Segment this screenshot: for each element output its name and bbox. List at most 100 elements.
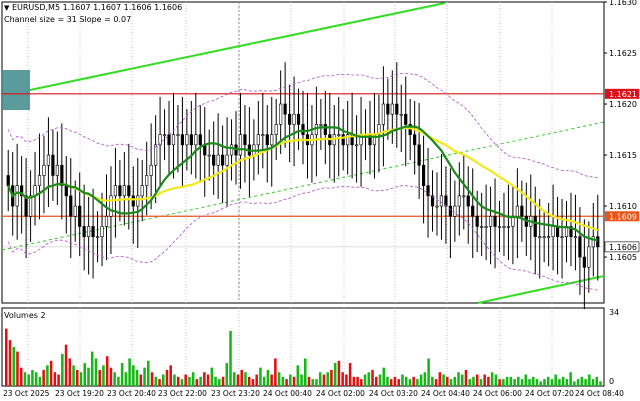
volume-bar bbox=[363, 374, 367, 386]
volume-bar bbox=[240, 369, 243, 386]
volume-bar bbox=[176, 376, 180, 386]
volume-bar bbox=[472, 376, 475, 386]
volume-bar bbox=[360, 379, 363, 386]
candle-body bbox=[354, 144, 359, 147]
candle-body bbox=[225, 154, 229, 166]
candle-body bbox=[515, 205, 519, 217]
candle-body bbox=[180, 134, 185, 146]
volume-bar bbox=[203, 372, 206, 386]
volume-bar bbox=[27, 374, 30, 386]
candle-body bbox=[551, 226, 555, 237]
volume-bar bbox=[90, 351, 94, 386]
time-axis-label: 23 Oct 22:00 bbox=[158, 389, 207, 398]
volume-bar bbox=[34, 372, 38, 386]
volume-bar bbox=[247, 376, 251, 386]
candle-body bbox=[547, 236, 551, 238]
candle-body bbox=[28, 195, 33, 217]
volume-bar bbox=[277, 372, 281, 386]
volume-bar bbox=[449, 379, 453, 386]
time-axis-label: 24 Oct 08:40 bbox=[575, 389, 624, 398]
candle-body bbox=[471, 205, 475, 217]
volume-bar bbox=[229, 330, 232, 386]
candle-body bbox=[55, 164, 59, 176]
volume-bar bbox=[341, 372, 344, 386]
volume-bar bbox=[408, 379, 412, 386]
candle-body bbox=[113, 185, 118, 197]
candle-body bbox=[417, 144, 421, 166]
candle-body bbox=[404, 113, 408, 125]
volume-bar bbox=[12, 347, 16, 386]
volume-bar bbox=[255, 374, 258, 386]
candle-body bbox=[274, 124, 278, 135]
candle-body bbox=[395, 103, 399, 115]
price-tick-label: 1.1615 bbox=[609, 151, 637, 160]
volume-bar bbox=[225, 363, 229, 386]
volume-bar bbox=[139, 374, 143, 386]
candle-body bbox=[421, 164, 426, 186]
candle-body bbox=[466, 195, 470, 207]
volume-bar bbox=[79, 372, 83, 386]
time-axis-label: 24 Oct 07:20 bbox=[525, 389, 574, 398]
candle-body bbox=[171, 134, 176, 146]
candle-body bbox=[158, 134, 162, 146]
candle-body bbox=[346, 134, 350, 146]
candle-body bbox=[87, 226, 91, 237]
volume-bar bbox=[281, 376, 285, 386]
volume-bar bbox=[431, 376, 434, 386]
volume-bar bbox=[479, 379, 483, 386]
candle-body bbox=[212, 154, 216, 166]
candle-body bbox=[194, 134, 198, 146]
volume-bar bbox=[554, 374, 557, 386]
volume-bar bbox=[165, 369, 169, 386]
candle-body bbox=[497, 226, 502, 228]
candle-body bbox=[118, 185, 122, 197]
volume-bar bbox=[389, 379, 393, 386]
candle-body bbox=[238, 134, 243, 156]
time-axis-label: 23 Oct 19:20 bbox=[55, 389, 104, 398]
volume-bar bbox=[419, 374, 423, 386]
candle-body bbox=[462, 195, 466, 198]
candle-body bbox=[6, 175, 10, 186]
moving-average-fast bbox=[7, 125, 598, 242]
candle-body bbox=[480, 226, 484, 228]
candle-body bbox=[162, 134, 167, 136]
candle-body bbox=[390, 103, 394, 115]
candle-body bbox=[582, 256, 586, 268]
price-tick-label: 1.1625 bbox=[609, 49, 637, 58]
volume-bar bbox=[546, 376, 550, 386]
volume-bar bbox=[184, 374, 187, 386]
volume-bar bbox=[38, 376, 42, 386]
volume-bar bbox=[161, 374, 165, 386]
volume-bar bbox=[105, 356, 109, 386]
candle-body bbox=[136, 195, 140, 207]
volume-bar bbox=[120, 363, 124, 386]
volume-bar bbox=[191, 372, 195, 386]
candle-body bbox=[37, 175, 42, 186]
volume-bar bbox=[307, 376, 311, 386]
candle-body bbox=[78, 205, 82, 227]
candle-body bbox=[243, 134, 247, 146]
volume-bar bbox=[180, 379, 184, 386]
volume-tick-label: 34 bbox=[609, 308, 619, 317]
candle-body bbox=[122, 185, 126, 197]
candle-body bbox=[261, 134, 265, 136]
candle-body bbox=[301, 124, 305, 135]
volume-bar bbox=[460, 374, 464, 386]
candle-body bbox=[520, 205, 524, 217]
volume-bar bbox=[378, 374, 382, 386]
volume-bar bbox=[236, 374, 240, 386]
candle-body bbox=[453, 205, 457, 217]
volume-bar bbox=[464, 369, 468, 386]
candle-body bbox=[127, 185, 131, 197]
time-axis-label: 23 Oct 20:40 bbox=[107, 389, 156, 398]
volume-tick-label: 0 bbox=[609, 377, 614, 386]
volume-bar bbox=[520, 379, 524, 386]
price-tick-label: 1.1605 bbox=[609, 253, 637, 262]
price-tick-label: 1.1620 bbox=[609, 100, 637, 109]
grid-lines bbox=[27, 2, 553, 386]
volume-bar bbox=[199, 376, 202, 386]
volume-bar bbox=[113, 372, 116, 386]
candle-body bbox=[24, 195, 28, 217]
volume-bar bbox=[214, 376, 217, 386]
